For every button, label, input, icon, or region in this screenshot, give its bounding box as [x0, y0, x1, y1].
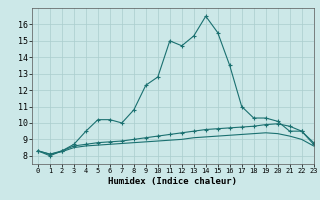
X-axis label: Humidex (Indice chaleur): Humidex (Indice chaleur): [108, 177, 237, 186]
